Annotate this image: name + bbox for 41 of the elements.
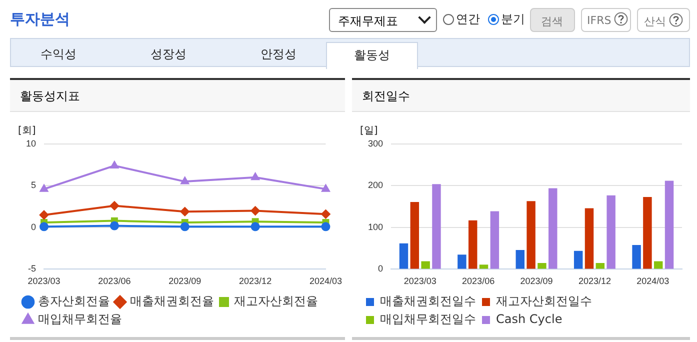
text: 분기 xyxy=(501,11,525,28)
legend-label: 매출채권회전율 xyxy=(130,294,214,308)
legend-label: 매입채무회전일수 xyxy=(380,312,476,326)
x-tick-label: 2023/12 xyxy=(239,276,272,286)
y-tick-label: 100 xyxy=(368,222,384,232)
legend-label: 매출채권회전일수 xyxy=(380,294,476,308)
text: IFRS xyxy=(581,8,631,32)
text: 수익성 xyxy=(40,46,78,63)
dropdown-field: 주재무제표 xyxy=(329,8,437,32)
text: 산식 xyxy=(637,8,690,32)
chart-title: 활동성지표 xyxy=(10,80,345,112)
y-tick-label: 0 xyxy=(30,222,36,232)
legend-label: 총자산회전율 xyxy=(38,294,110,308)
x-tick-label: 2024/03 xyxy=(309,276,342,286)
legend-label: 재고자산회전율 xyxy=(234,294,318,308)
x-tick-label: 2023/09 xyxy=(520,276,553,286)
x-tick-label: 2023/06 xyxy=(98,276,131,286)
x-tick-label: 2023/12 xyxy=(578,276,611,286)
x-tick-label: 2023/03 xyxy=(404,276,436,286)
x-tick-label: 2024/03 xyxy=(636,276,670,286)
x-tick-label: 2023/03 xyxy=(28,276,60,286)
text: 투자분석 xyxy=(10,10,70,29)
legend-label: 매입채무회전율 xyxy=(38,312,122,326)
y-tick-label: 10 xyxy=(26,138,36,148)
y-tick-label: 0 xyxy=(378,264,384,274)
x-tick-label: 2023/06 xyxy=(462,276,495,286)
y-tick-label: -5 xyxy=(28,264,36,274)
text: 성장성 xyxy=(150,46,188,63)
legend-label: 재고자산회전일수 xyxy=(496,294,592,308)
x-tick-label: 2023/09 xyxy=(168,276,202,286)
y-tick-label: 5 xyxy=(30,180,36,190)
y-tick-label: 300 xyxy=(368,138,384,148)
text: 활동성 xyxy=(326,42,418,69)
text: 검색 xyxy=(530,8,575,32)
legend-label: Cash Cycle xyxy=(496,312,562,326)
text: 안정성 xyxy=(260,46,298,63)
y-axis-title: [회] xyxy=(18,126,36,137)
y-axis-title: [일] xyxy=(360,126,378,137)
text: 연간 xyxy=(456,11,480,28)
y-tick-label: 200 xyxy=(368,180,384,190)
chart-title: 회전일수 xyxy=(352,80,690,112)
